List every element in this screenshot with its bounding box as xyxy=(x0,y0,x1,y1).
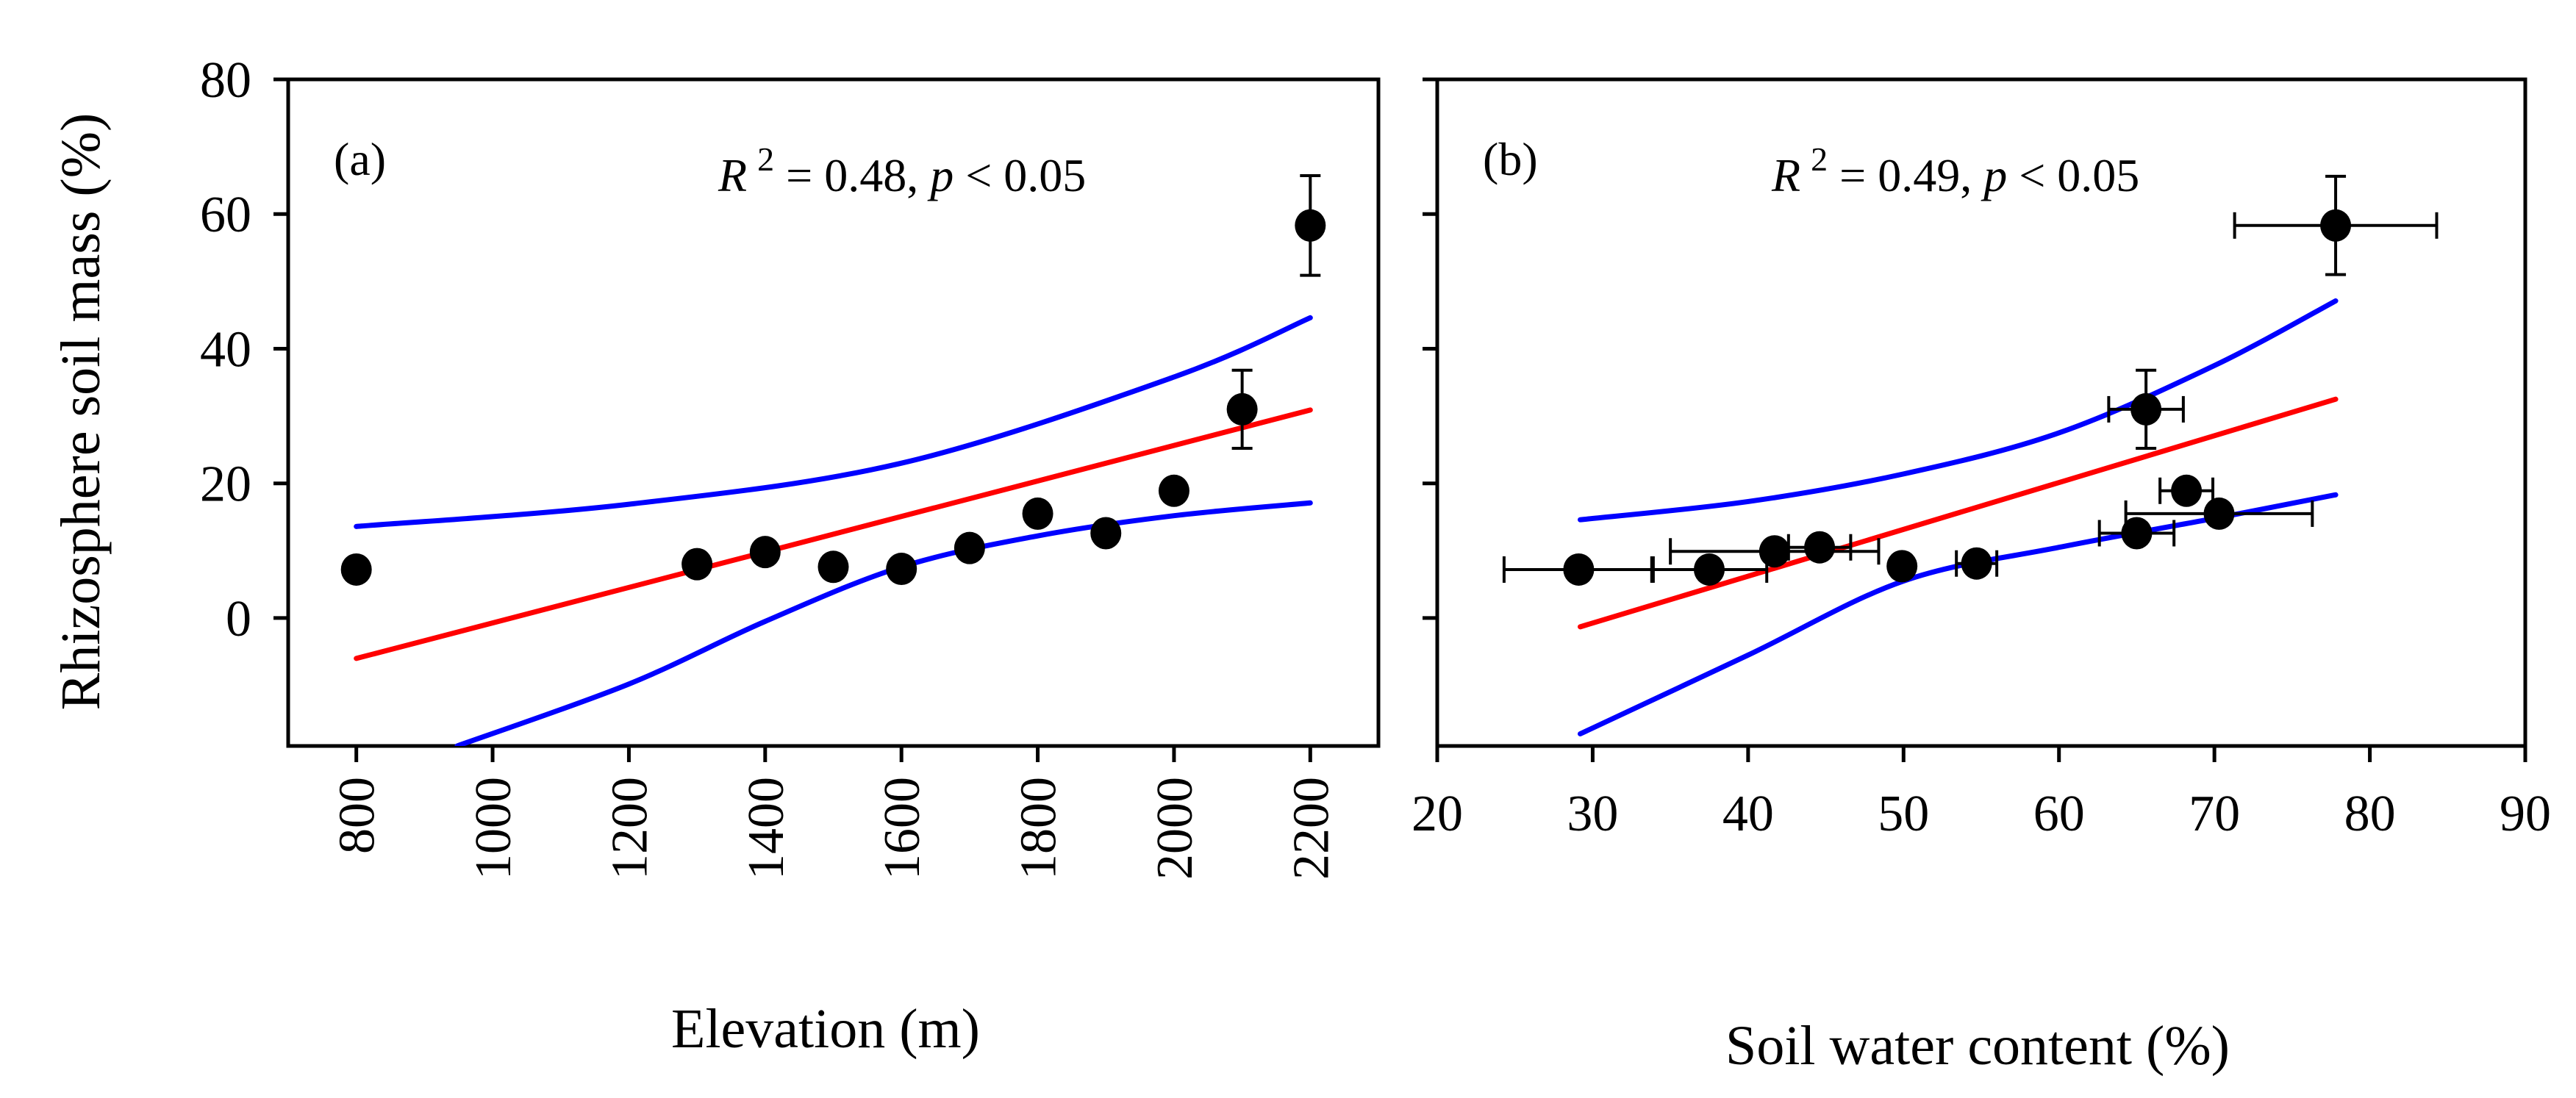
data-point xyxy=(1563,553,1595,586)
data-point-group xyxy=(1786,531,1853,564)
annotation-r: R xyxy=(718,149,747,201)
data-point-group xyxy=(1226,368,1258,451)
x-tick-label: 90 xyxy=(2500,786,2551,842)
data-point-group xyxy=(1886,550,1918,583)
annotation-value: = 0.48, xyxy=(774,149,930,201)
panel-b: 20 30 40 50 60 70 80 90 (b) R 2 = 0.49, p < 0.05 xyxy=(1412,77,2551,842)
x-tick-label: 1000 xyxy=(465,777,522,880)
x-axis-title-b: Soil water content (%) xyxy=(1725,1015,2230,1077)
data-point xyxy=(817,550,849,584)
data-point xyxy=(1022,497,1053,530)
regression-lines xyxy=(354,315,1313,746)
annotation-threshold: < 0.05 xyxy=(2007,149,2139,201)
confidence-band-upper xyxy=(1578,298,2339,523)
data-point xyxy=(2203,497,2235,530)
x-tick-label: 50 xyxy=(1878,786,1929,842)
y-axis-title: Rhizosphere soil mass (%) xyxy=(50,113,112,711)
data-point xyxy=(2121,517,2153,550)
x-tick-label: 1600 xyxy=(874,777,931,880)
data-point xyxy=(1226,392,1258,426)
annotation-superscript: 2 xyxy=(1811,140,1828,178)
y-tick-label: 40 xyxy=(200,321,251,378)
regression-line xyxy=(1578,396,2339,630)
x-tick-label: 1800 xyxy=(1011,777,1067,880)
data-point-group xyxy=(2124,497,2314,530)
data-point-group xyxy=(749,536,781,569)
annotation-p: p xyxy=(927,149,954,201)
annotation-superscript: 2 xyxy=(757,140,774,178)
y-tick-label: 0 xyxy=(226,591,251,647)
x-tick-label: 2200 xyxy=(1283,777,1339,880)
data-point xyxy=(749,536,781,569)
panel-a: 0 20 40 60 80 800 1000 1200 1400 1600 1800 2000 2200… xyxy=(200,52,1381,880)
annotation-p: p xyxy=(1981,149,2007,201)
x-tick-label: 1400 xyxy=(738,777,795,880)
data-point-group xyxy=(681,548,713,581)
data-point-group xyxy=(2107,368,2185,451)
regression-line xyxy=(354,407,1313,661)
data-point-group xyxy=(1158,474,1189,507)
data-point xyxy=(1694,553,1725,586)
data-point xyxy=(2320,209,2352,242)
confidence-band-lower xyxy=(1578,492,2339,737)
data-point-group xyxy=(1669,535,1881,568)
confidence-band-upper xyxy=(354,315,1313,529)
data-point xyxy=(1961,547,1992,580)
annotation-value: = 0.49, xyxy=(1828,149,1983,201)
data-point xyxy=(340,553,372,586)
data-point xyxy=(1090,517,1122,550)
y-tick-label: 80 xyxy=(200,52,251,109)
panel-label: (b) xyxy=(1483,133,1538,185)
data-point xyxy=(1158,474,1189,507)
confidence-band-lower xyxy=(454,500,1313,746)
y-tick-label: 20 xyxy=(200,456,251,513)
x-axis-title-a: Elevation (m) xyxy=(671,998,980,1060)
x-tick-label: 2000 xyxy=(1147,777,1203,880)
data-point xyxy=(2171,474,2203,507)
plot-frame xyxy=(286,77,1381,748)
data-point-group xyxy=(1502,553,1655,586)
y-tick-label: 60 xyxy=(200,187,251,243)
data-point xyxy=(1804,531,1836,564)
panel-label: (a) xyxy=(334,133,386,185)
data-point xyxy=(681,548,713,581)
data-point-group xyxy=(886,553,917,586)
data-point xyxy=(954,531,985,564)
x-tick-label: 70 xyxy=(2189,786,2240,842)
x-tick-label: 60 xyxy=(2033,786,2085,842)
data-point-group xyxy=(1955,547,1999,580)
x-tick-label: 40 xyxy=(1722,786,1774,842)
data-point xyxy=(2130,392,2162,426)
data-point-group xyxy=(1090,517,1122,550)
data-point-group xyxy=(2097,517,2176,550)
data-point-group xyxy=(2158,474,2215,507)
annotation-threshold: < 0.05 xyxy=(954,149,1086,201)
x-tick-label: 30 xyxy=(1567,786,1618,842)
data-point xyxy=(1295,209,1326,242)
annotation-r: R xyxy=(1771,149,1800,201)
plot-frame xyxy=(1435,77,2527,748)
data-point-group xyxy=(817,550,849,584)
x-tick-label: 1200 xyxy=(601,777,658,880)
data-point xyxy=(886,553,917,586)
data-point-group xyxy=(954,531,985,564)
data-point-group xyxy=(2233,174,2439,276)
x-tick-label: 80 xyxy=(2344,786,2396,842)
data-point-group xyxy=(1022,497,1053,530)
data-point-group xyxy=(1295,174,1326,277)
data-point xyxy=(1886,550,1918,583)
x-tick-label: 20 xyxy=(1412,786,1463,842)
x-tick-label: 800 xyxy=(329,777,386,854)
data-point-group xyxy=(340,553,372,586)
data-point xyxy=(1759,535,1790,568)
